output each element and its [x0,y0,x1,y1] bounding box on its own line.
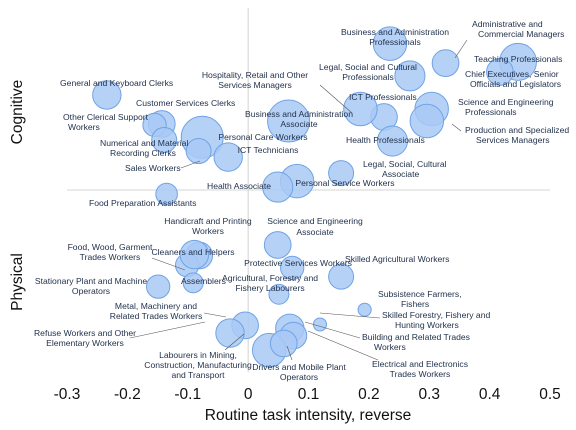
bubble-point [263,231,292,259]
bubble-label: ICT Technicians [238,145,299,155]
bubble-label: Health Associate [207,181,271,191]
bubble-label: Assemblers [181,276,226,286]
bubble-point [262,171,294,203]
bubble-point [179,239,210,270]
bubble-label: Science and Engineering Associate [267,216,363,237]
bubble-label: Stationary Plant and Machine Operators [35,276,147,296]
x-tick-label: 0.2 [358,386,380,403]
bubble-label: Skilled Agricultural Workers [345,254,449,264]
bubble-point [431,49,460,77]
bubble-point [376,125,408,157]
bubble-label: Metal, Machinery and Related Trades Worke… [110,301,203,321]
x-tick-label: 0.4 [479,386,501,403]
x-tick-label: -0.2 [114,386,141,403]
bubble-point [215,318,245,348]
bubble-label: Production and Specialized Services Manag… [465,125,569,145]
label-leader-line [151,257,186,271]
bubble-point [146,274,171,299]
bubble-point [267,99,311,143]
bubble-label: Numerical and Material Recording Clerks [100,138,188,158]
label-leader-line [224,333,245,351]
bubble-label: Skilled Forestry, Fishery and Hunting Wor… [382,310,490,330]
bubble-label: Customer Services Clerks [136,98,235,108]
bubble-point [486,58,514,86]
label-leader-line [304,321,361,339]
bubble-point [409,103,445,139]
x-tick-label: 0.5 [539,386,561,403]
x-tick-label: -0.1 [174,386,201,403]
bubble-point [328,263,355,290]
bubble-label: Handicraft and Printing Workers [164,216,252,236]
bubble-point [185,138,212,165]
bubble-label: Business and Administration Professionals [341,27,449,47]
label-leader-line [286,345,293,361]
bubble-label: ICT Professionals [349,92,417,102]
bubble-point [213,142,243,172]
bubble-label: Legal, Social and Cultural Professionals [319,62,417,82]
x-tick-label: 0 [244,386,253,403]
bubble-label: Cleaners and Helpers [151,247,234,257]
x-axis-label: Routine task intensity, reverse [205,407,411,424]
bubble-point [268,283,290,305]
bubble-point [182,272,204,294]
x-tick-label: -0.3 [54,386,81,403]
label-leader-line [307,330,379,361]
bubble-point [155,182,178,206]
bubble-label: Business and Administration Associate [245,109,353,129]
label-leader-line [319,312,381,319]
quadrant-label-cognitive: Cognitive [9,80,26,145]
bubble-label: Food, Wood, Garment Trades Workers [68,242,153,262]
bubble-label: Hospitality, Retail and Other Services Ma… [202,70,308,90]
label-leader-line [451,123,462,132]
label-leader-line [129,321,206,339]
bubble-point [269,329,298,358]
bubble-point [328,160,355,187]
bubble-label: Chief Executives, Senior Officials and Le… [465,69,561,89]
bubble-label: Labourers in Mining, Construction, Manufa… [144,350,252,380]
label-layer: Administrative and Commercial Managers Bus… [34,19,569,382]
bubble-label: Personal Service Workers [295,178,394,188]
label-leader-line [319,84,353,114]
bubble-label: Food Preparation Assistants [89,198,196,208]
quadrant-label-physical: Physical [9,253,26,311]
bubble-label: Refuse Workers and Other Elementary Worke… [34,328,136,348]
x-tick-label: 0.1 [298,386,320,403]
bubble-label: Building and Related Trades Workers [362,332,470,352]
bubble-point [312,317,328,332]
x-tick-label: 0.3 [418,386,440,403]
label-leader-line [203,312,227,318]
bubble-point [357,302,372,317]
bubble-label: Science and Engineering Professionals [458,97,554,117]
bubble-label: Teaching Professionals [474,54,562,64]
bubble-point [372,26,408,61]
axes-layer: -0.3 -0.2 -0.1 0 0.1 0.2 0.3 0.4 0.5 [54,8,561,403]
bubble-point [394,60,426,92]
bubble-point [280,255,305,281]
bubble-label: Protective Services Workers [244,258,352,268]
label-leader-line [454,39,468,59]
bubble-label: Sales Workers [125,163,181,173]
bubble-label: Administrative and Commercial Managers [472,19,564,39]
bubble-label: Health Professionals [346,135,425,145]
bubble-label: Electrical and Electronics Trades Workers [372,359,468,379]
label-leader-line [180,160,201,169]
bubble-point [343,91,378,127]
bubble-label: Subsistence Farmers, Fishers [378,289,462,309]
bubble-label: Legal, Social, Cultural Associate [363,159,447,179]
bubble-label: Agricultural, Forestry and Fishery Labour… [222,273,318,293]
bubble-point [151,126,178,153]
bubble-label: General and Keyboard Clerks [60,78,173,88]
bubble-label: Personal Care Workers [218,132,307,142]
bubble-label: Drivers and Mobile Plant Operators [252,362,346,382]
bubble-label: Other Clerical Support Workers [63,112,149,132]
bubble-point [92,80,122,110]
